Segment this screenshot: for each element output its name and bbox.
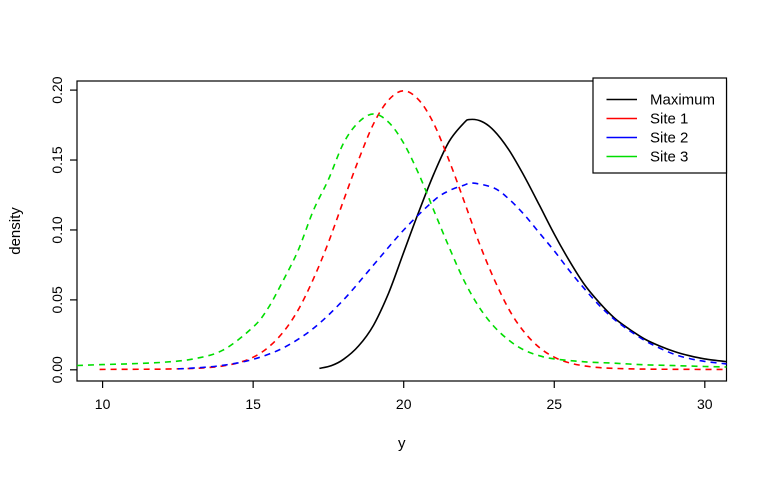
x-tick-label-10: 10	[95, 396, 111, 412]
x-tick-label-15: 15	[245, 396, 261, 412]
x-axis-title: y	[398, 435, 406, 452]
plot-box	[76, 80, 728, 382]
y-tick-label-0.15: 0.15	[49, 146, 65, 173]
y-tick-label-0.20: 0.20	[49, 76, 65, 103]
x-tick-label-25: 25	[546, 396, 562, 412]
legend-label-site-3: Site 3	[650, 149, 688, 166]
x-tick-label-20: 20	[396, 396, 412, 412]
legend-label-site-1: Site 1	[650, 111, 688, 128]
y-tick-label-0.00: 0.00	[49, 356, 65, 383]
legend-label-site-2: Site 2	[650, 130, 688, 147]
series-line-maximum	[319, 118, 727, 370]
y-tick-label-0.10: 0.10	[49, 216, 65, 243]
legend-label-maximum: Maximum	[650, 92, 715, 109]
y-tick-label-0.05: 0.05	[49, 286, 65, 313]
series-line-site-2	[177, 182, 727, 370]
y-axis-title: density	[7, 207, 24, 255]
series-line-site-3	[76, 113, 727, 368]
x-tick-label-30: 30	[697, 396, 713, 412]
